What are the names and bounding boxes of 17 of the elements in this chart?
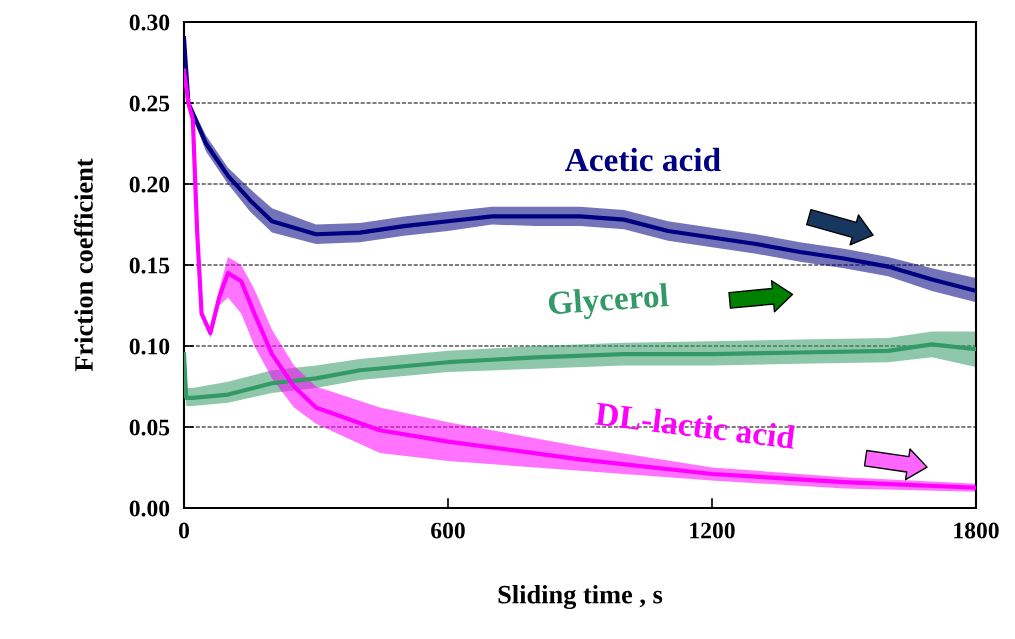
y-tick-label: 0.30: [129, 14, 170, 31]
x-tick-label: 600: [431, 522, 465, 539]
x-tick-label: 1800: [954, 522, 999, 539]
y-tick-label: 0.20: [129, 176, 170, 193]
y-axis-title: Friction coefficient: [74, 158, 93, 372]
x-tick-label: 1200: [690, 522, 735, 539]
y-tick-label: 0.25: [129, 95, 170, 112]
x-tick-label: 0: [179, 522, 189, 539]
series-label: Glycerol: [548, 282, 670, 322]
x-axis-title: Sliding time , s: [498, 584, 663, 610]
series-label: Acetic acid: [565, 147, 721, 172]
y-tick-label: 0.05: [129, 419, 170, 436]
y-tick-label: 0.10: [129, 338, 170, 355]
y-tick-label: 0.15: [129, 257, 170, 274]
text: DL-lactic acid: [594, 401, 796, 450]
line-series: [184, 342, 976, 400]
y-tick-label: 0.00: [129, 500, 170, 517]
